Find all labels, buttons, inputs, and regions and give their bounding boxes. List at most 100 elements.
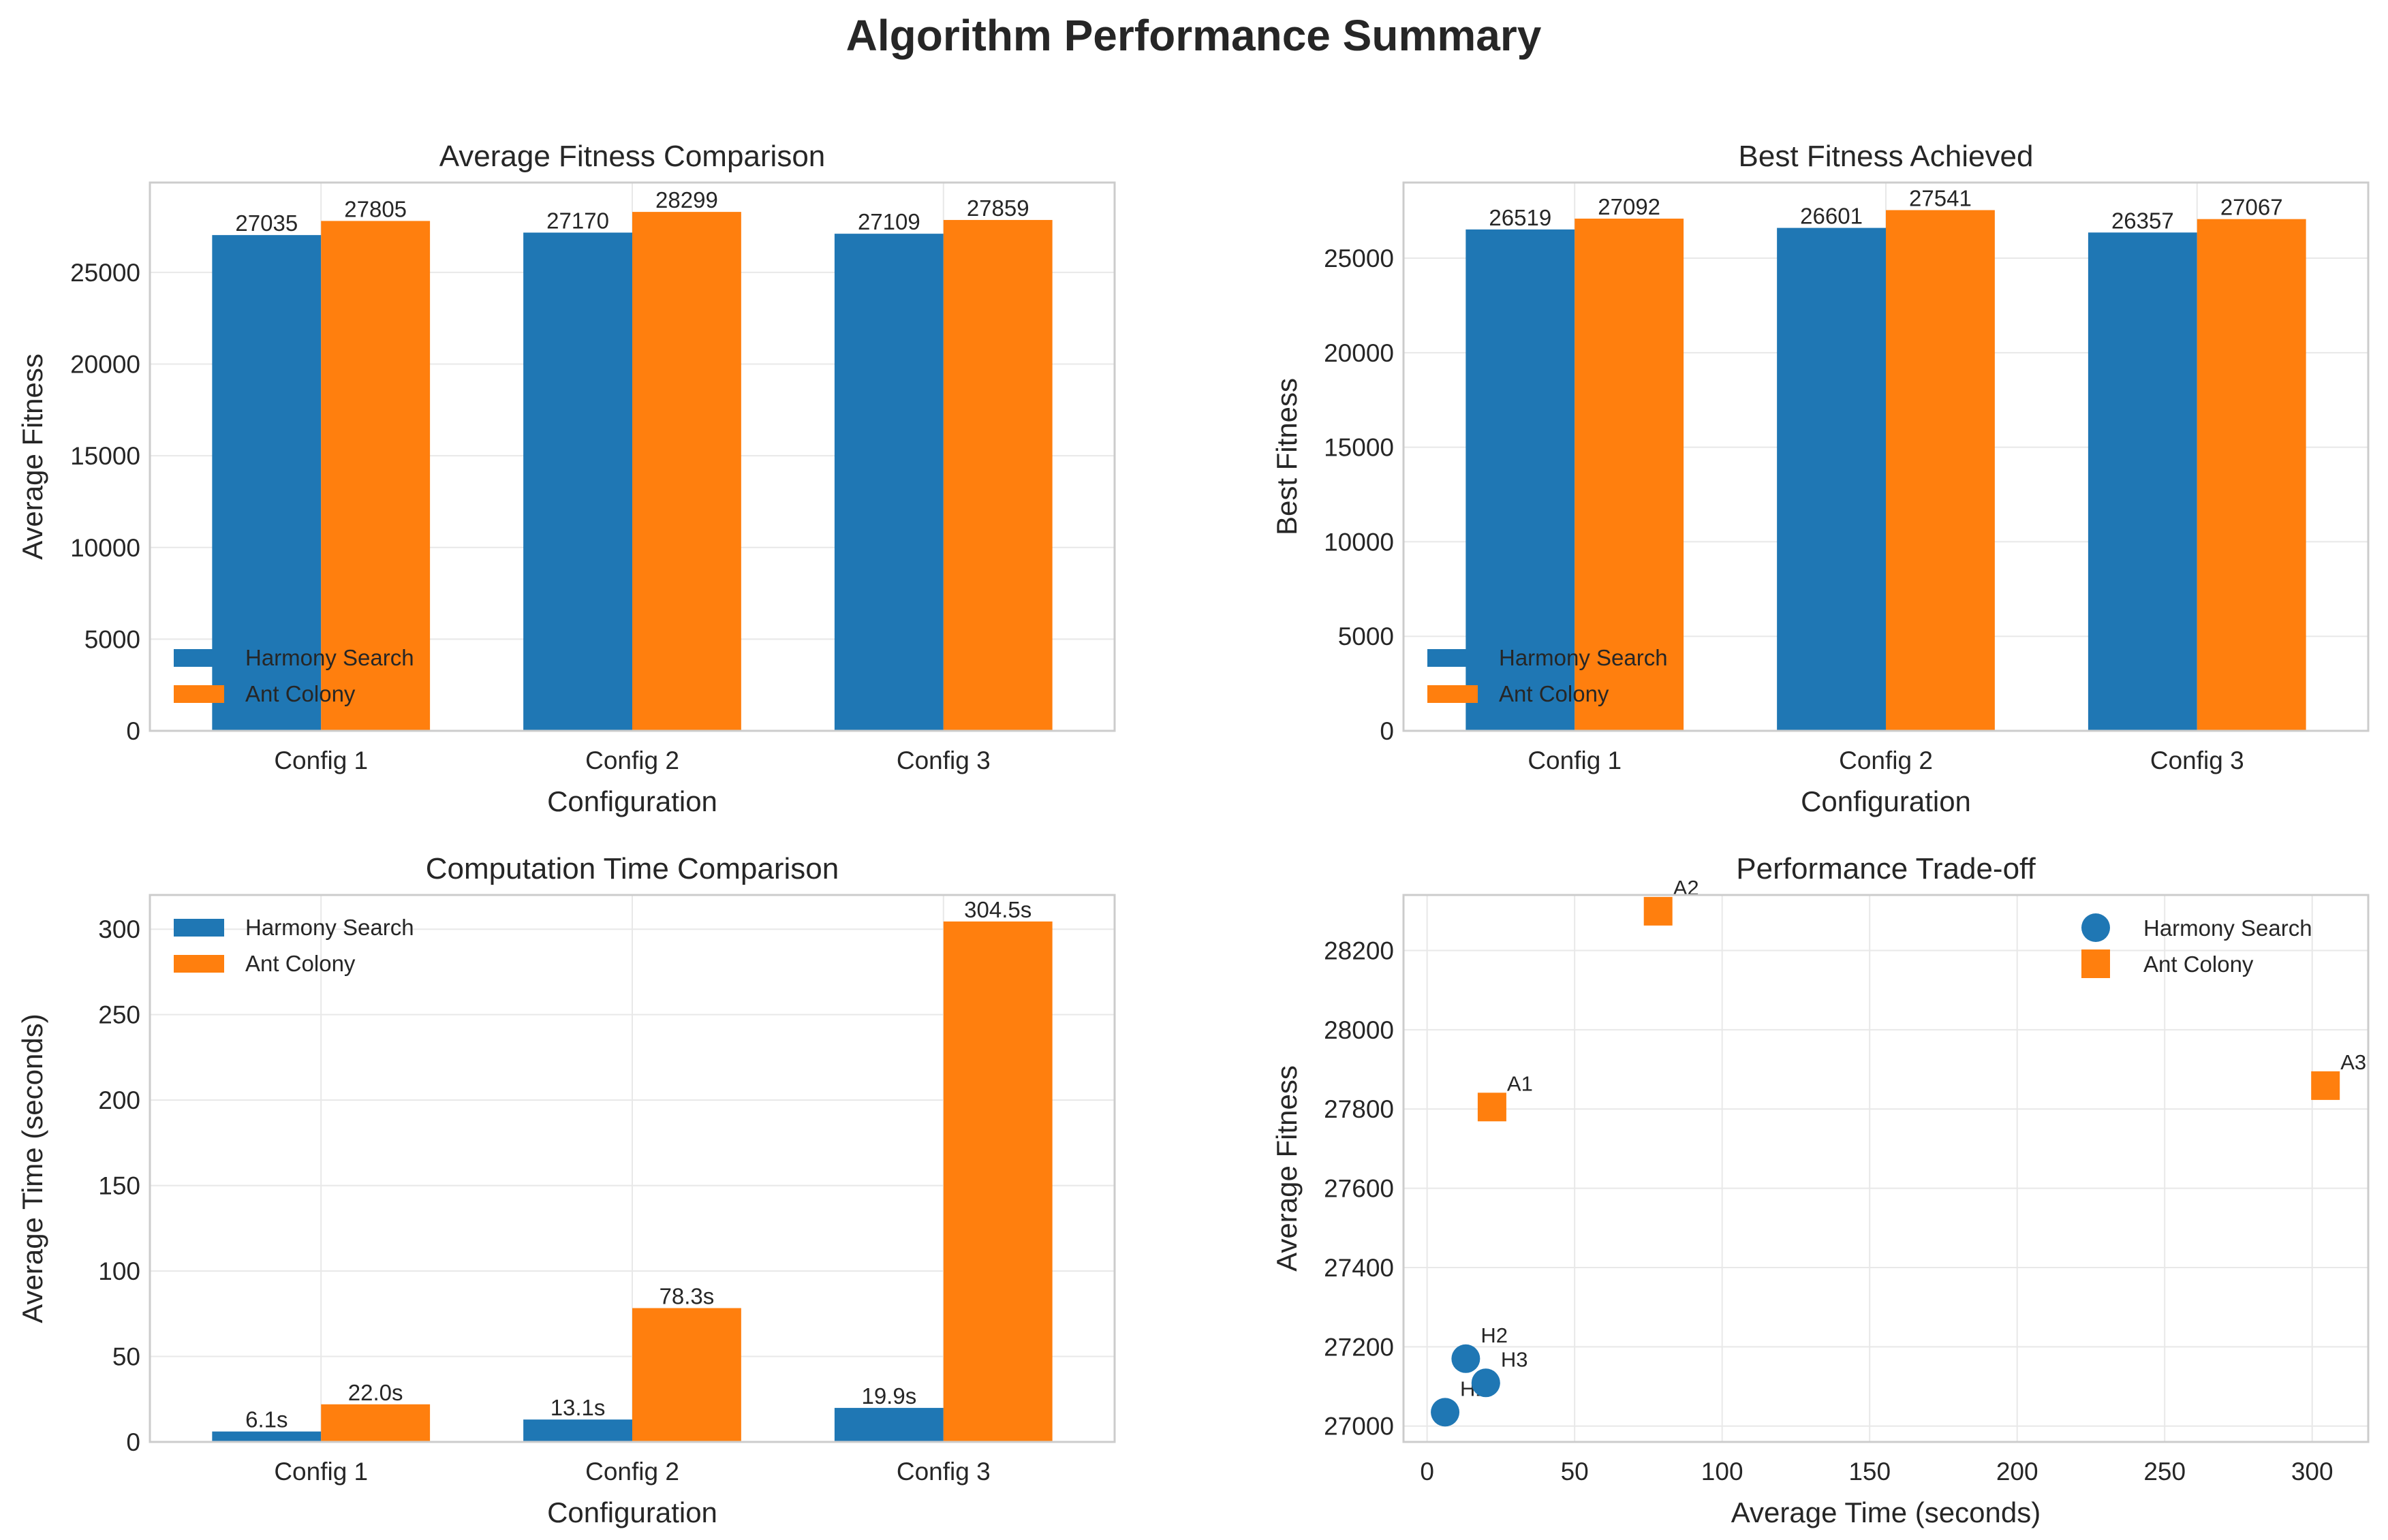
point-label: A3 [2340, 1050, 2366, 1074]
data-label: 27541 [1909, 185, 1972, 210]
data-label: 78.3s [660, 1284, 715, 1309]
data-label: 27109 [858, 209, 920, 234]
y-tick-label: 27400 [1324, 1254, 1394, 1282]
bar-harmony-2 [1777, 227, 1886, 732]
legend-label: Ant Colony [1499, 681, 1609, 706]
legend-label: Ant Colony [2143, 952, 2254, 977]
point-h1 [1431, 1398, 1460, 1427]
y-axis-label: Average Time (seconds) [16, 1013, 48, 1323]
x-tick-label: Config 2 [585, 747, 679, 774]
x-axis-label: Configuration [547, 785, 717, 817]
x-axis-label: Configuration [1801, 785, 1971, 817]
legend-label: Harmony Search [1499, 645, 1668, 670]
y-tick-label: 5000 [84, 625, 140, 653]
data-label: 22.0s [348, 1380, 403, 1405]
data-label: 28299 [655, 187, 718, 213]
y-tick-label: 0 [126, 1428, 140, 1456]
legend-label: Ant Colony [245, 681, 356, 706]
legend-swatch [174, 685, 224, 703]
data-label: 19.9s [861, 1383, 916, 1409]
bar-ant-1 [321, 1404, 431, 1442]
axes-frame [149, 894, 1116, 1443]
data-label: 26519 [1489, 205, 1551, 230]
y-tick-label: 50 [112, 1343, 140, 1371]
bar-ant-3 [943, 921, 1053, 1442]
bar-ant-1 [1575, 218, 1684, 731]
y-tick-label: 100 [98, 1257, 140, 1285]
bar-harmony-3 [2088, 232, 2197, 731]
legend-label: Ant Colony [245, 951, 356, 976]
x-tick-label: Config 1 [274, 1458, 368, 1486]
y-tick-label: 150 [98, 1172, 140, 1200]
legend-swatch [174, 919, 224, 937]
tradeoff-scatter-panel: H1H2H3A1A2A32700027200274002760027800280… [1271, 852, 2370, 1528]
point-label: H3 [1501, 1347, 1528, 1371]
x-tick-label: Config 1 [274, 747, 368, 774]
legend-label: Harmony Search [245, 645, 414, 670]
point-h3 [1471, 1368, 1500, 1398]
x-tick-label: Config 2 [585, 1458, 679, 1486]
y-tick-label: 27000 [1324, 1413, 1394, 1441]
legend-label: Harmony Search [245, 915, 414, 940]
y-axis-label: Average Fitness [1271, 1065, 1303, 1272]
x-tick-label: 300 [2291, 1458, 2333, 1486]
legend: Harmony Search Ant Colony [174, 645, 414, 706]
axes-frame [149, 181, 1116, 732]
y-tick-label: 25000 [70, 259, 140, 287]
point-label: A1 [1507, 1071, 1533, 1095]
x-tick-label: Config 1 [1528, 747, 1622, 774]
data-label: 6.1s [245, 1407, 288, 1432]
point-a1 [1477, 1093, 1506, 1122]
y-tick-label: 15000 [70, 442, 140, 470]
bar-harmony-1 [1466, 229, 1575, 731]
panel-title: Best Fitness Achieved [1739, 140, 2034, 173]
y-tick-label: 200 [98, 1086, 140, 1114]
bar-ant-1 [321, 221, 431, 732]
bar-harmony-3 [834, 1408, 944, 1442]
point-a2 [1643, 896, 1673, 926]
y-tick-label: 27200 [1324, 1333, 1394, 1361]
legend-marker [2081, 949, 2110, 978]
point-label: A2 [1673, 876, 1699, 900]
x-tick-label: 0 [1420, 1458, 1434, 1486]
x-tick-label: Config 3 [897, 1458, 991, 1486]
x-tick-label: 100 [1701, 1458, 1743, 1486]
y-tick-label: 10000 [1324, 528, 1394, 556]
data-label: 27035 [235, 210, 298, 236]
bar-ant-2 [632, 212, 741, 731]
bar-harmony-1 [212, 235, 322, 731]
panel-title: Performance Trade-off [1736, 852, 2036, 885]
y-tick-label: 0 [1380, 717, 1394, 745]
x-tick-label: 50 [1561, 1458, 1589, 1486]
x-tick-label: Config 3 [2150, 747, 2244, 774]
data-label: 27092 [1598, 194, 1660, 219]
x-tick-label: 250 [2143, 1458, 2186, 1486]
bar-ant-3 [943, 219, 1053, 731]
x-tick-label: 150 [1848, 1458, 1891, 1486]
y-tick-label: 15000 [1324, 434, 1394, 462]
bar-harmony-3 [834, 234, 944, 731]
y-tick-label: 25000 [1324, 245, 1394, 272]
legend-label: Harmony Search [2143, 915, 2312, 941]
y-tick-label: 27800 [1324, 1095, 1394, 1123]
legend-swatch [1427, 685, 1478, 703]
avg-fitness-panel: 27035 27170 27109 27805 28299 27859 0 5000 10000… [16, 140, 1116, 817]
x-tick-label: 200 [1996, 1458, 2038, 1486]
legend-swatch [174, 955, 224, 973]
data-label: 304.5s [964, 897, 1032, 922]
data-label: 27805 [344, 196, 407, 221]
bar-ant-2 [1886, 210, 1995, 731]
legend-swatch [1427, 649, 1478, 667]
y-axis-label: Average Fitness [16, 353, 48, 560]
panel-title: Computation Time Comparison [426, 852, 839, 885]
data-label: 26601 [1800, 204, 1863, 229]
legend: Harmony Search Ant Colony [2081, 913, 2312, 978]
legend: Harmony Search Ant Colony [1427, 645, 1668, 706]
x-axis-label: Average Time (seconds) [1731, 1496, 2041, 1528]
y-tick-label: 27600 [1324, 1175, 1394, 1203]
bar-harmony-2 [523, 232, 632, 731]
bar-harmony-2 [523, 1419, 632, 1442]
figure-title: Algorithm Performance Summary [846, 11, 1542, 60]
point-a3 [2311, 1071, 2340, 1100]
data-label: 27859 [967, 195, 1029, 221]
